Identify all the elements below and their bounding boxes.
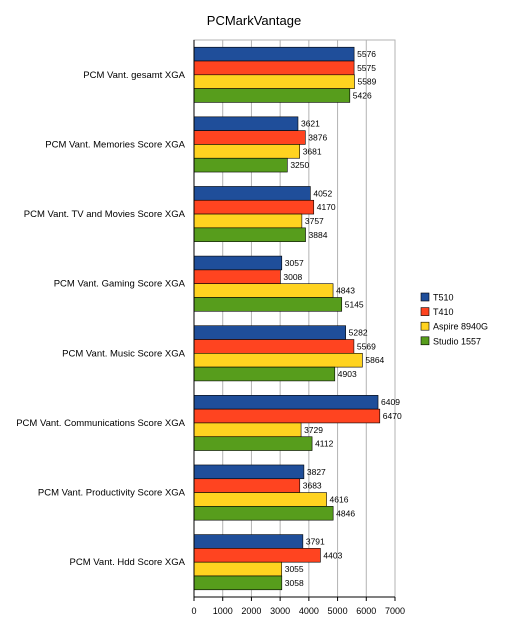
bar	[193, 548, 321, 563]
category-label: PCM Vant. Communications Score XGA	[16, 418, 185, 429]
value-label: 3876	[308, 133, 327, 143]
bar	[193, 60, 355, 76]
category-label: PCM Vant. gesamt XGA	[83, 70, 185, 81]
category-label: PCM Vant. Memories Score XGA	[45, 139, 185, 150]
x-tick-label: 5000	[328, 606, 348, 616]
value-label: 4616	[330, 494, 349, 504]
bar	[193, 157, 288, 173]
bar	[193, 506, 334, 521]
bar	[193, 130, 306, 145]
x-tick-label: 0	[191, 606, 196, 616]
value-label: 3681	[303, 146, 322, 156]
x-tick-label: 7000	[385, 606, 405, 616]
value-label: 4170	[317, 202, 336, 212]
bar	[193, 534, 304, 549]
bar	[193, 88, 351, 103]
x-tick-label: 3000	[270, 606, 290, 616]
x-tick-label: 2000	[241, 606, 261, 616]
bar	[193, 408, 381, 424]
bar	[193, 492, 327, 507]
x-tick-label: 1000	[213, 606, 233, 616]
value-label: 4843	[336, 286, 355, 296]
value-label: 5426	[353, 91, 372, 101]
x-axis: 0 1000 2000 3000 4000 5000 6000 7000	[191, 40, 405, 616]
legend-label: T410	[433, 307, 454, 317]
legend-label: Aspire 8940G	[433, 322, 488, 332]
value-label: 3008	[283, 272, 302, 282]
bar	[193, 395, 379, 410]
value-label: 3729	[304, 425, 323, 435]
chart-title: PCMarkVantage	[207, 13, 301, 28]
value-label: 3250	[290, 160, 309, 170]
bar	[193, 144, 300, 159]
value-label: 5864	[365, 355, 384, 365]
bar	[193, 575, 283, 591]
category-label: PCM Vant. TV and Movies Score XGA	[24, 209, 186, 220]
bar	[193, 297, 343, 312]
bars: 5576 5575 5589 5426 3621 3876 3681 3250 4052 4170…	[193, 46, 402, 591]
value-label: 3621	[301, 119, 320, 129]
value-label: 4112	[315, 439, 334, 449]
value-label: 3683	[303, 481, 322, 491]
value-label: 3055	[285, 564, 304, 574]
legend-swatch	[420, 307, 430, 316]
value-label: 3827	[307, 467, 326, 477]
legend-label: Studio 1557	[433, 336, 481, 346]
bar	[193, 436, 313, 451]
bar	[193, 464, 305, 480]
value-label: 5569	[357, 341, 376, 351]
value-label: 5589	[357, 77, 376, 87]
value-label: 6409	[381, 397, 400, 407]
legend-swatch	[420, 336, 430, 346]
value-label: 5282	[349, 328, 368, 338]
bar	[193, 74, 355, 89]
value-label: 4903	[338, 369, 357, 379]
value-label: 6470	[383, 411, 402, 421]
category-label: PCM Vant. Gaming Score XGA	[54, 279, 186, 290]
bar	[193, 227, 306, 242]
bar	[193, 186, 311, 201]
bar	[193, 116, 299, 131]
value-label: 3884	[309, 230, 328, 240]
legend-label: T510	[433, 293, 454, 303]
value-label: 3058	[285, 578, 304, 588]
value-label: 3791	[306, 536, 325, 546]
bar	[193, 366, 336, 382]
value-label: 5145	[345, 299, 364, 309]
legend: T510 T410 Aspire 8940G Studio 1557	[420, 292, 488, 346]
bar	[193, 199, 315, 215]
category-label: PCM Vant. Hdd Score XGA	[70, 557, 186, 568]
category-labels: PCM Vant. gesamt XGA PCM Vant. Memories S…	[16, 70, 185, 568]
x-tick-label: 4000	[299, 606, 319, 616]
bar	[193, 255, 283, 271]
legend-swatch	[420, 292, 430, 302]
bar	[193, 561, 283, 577]
x-tick-label: 6000	[356, 606, 376, 616]
bar	[193, 283, 334, 298]
bar	[193, 422, 302, 438]
bar	[193, 213, 303, 229]
bar	[193, 353, 363, 368]
value-label: 4403	[323, 550, 342, 560]
value-label: 5576	[357, 49, 376, 59]
value-label: 3757	[305, 216, 324, 226]
category-label: PCM Vant. Productivity Score XGA	[38, 488, 186, 499]
bar	[193, 269, 281, 284]
value-label: 5575	[357, 63, 376, 73]
category-label: PCM Vant. Music Score XGA	[62, 348, 185, 359]
value-label: 4846	[336, 508, 355, 518]
value-label: 3057	[285, 258, 304, 268]
bar	[193, 339, 355, 354]
legend-swatch	[420, 321, 430, 331]
bar	[193, 325, 346, 340]
bar	[193, 478, 301, 493]
bar	[193, 46, 355, 62]
value-label: 4052	[313, 188, 332, 198]
